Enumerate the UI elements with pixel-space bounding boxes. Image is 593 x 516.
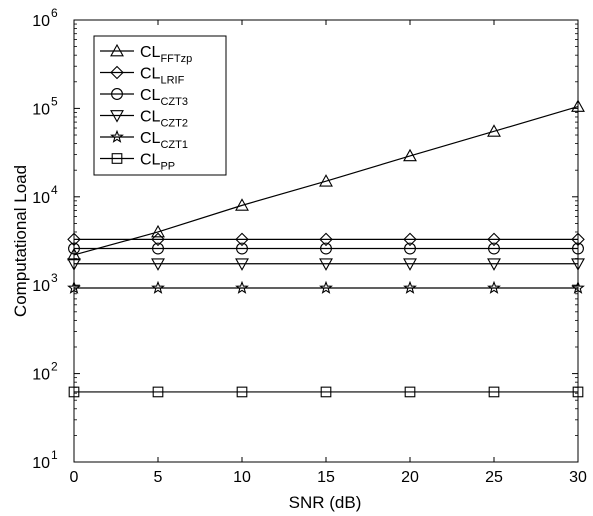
data-point: [320, 386, 332, 398]
legend-label-main: CL: [140, 87, 161, 104]
series-pp: [68, 386, 584, 398]
data-point: [151, 232, 165, 247]
data-point: [404, 386, 416, 398]
data-point: [152, 386, 164, 398]
series-line: [73, 105, 579, 256]
x-tick-label: 30: [569, 469, 587, 486]
y-tick-label: 10: [32, 367, 50, 384]
legend-marker: [110, 129, 124, 143]
legend-label-subscript: LRIF: [160, 75, 184, 87]
legend-label: CLCZT2: [140, 109, 188, 130]
y-tick-label: 10: [32, 13, 50, 30]
data-point: [151, 258, 165, 271]
legend-label-main: CL: [140, 109, 161, 126]
data-point: [487, 124, 501, 137]
legend-marker: [111, 88, 123, 100]
y-tick-label: 10: [32, 278, 50, 295]
legend-label: CLCZT1: [140, 130, 188, 151]
x-tick-label: 10: [233, 469, 251, 486]
x-tick-label: 5: [154, 469, 163, 486]
y-tick-exponent: 3: [51, 271, 58, 285]
legend-label-main: CL: [140, 130, 161, 147]
legend-marker: [110, 43, 124, 57]
plot-area: [67, 99, 585, 398]
data-point: [235, 198, 249, 211]
legend-label-subscript: PP: [160, 161, 175, 173]
data-point: [151, 224, 165, 238]
y-tick-exponent: 4: [51, 183, 58, 197]
data-point: [403, 232, 417, 247]
legend-entry-czt3: CLCZT3: [100, 87, 188, 108]
y-tick-label: 10: [32, 190, 50, 207]
y-tick-exponent: 6: [51, 6, 58, 20]
legend-label: CLPP: [140, 152, 175, 173]
x-tick-label: 25: [485, 469, 503, 486]
data-point: [488, 242, 500, 255]
legend-entry-lrif: CLLRIF: [100, 66, 185, 87]
data-point: [235, 280, 249, 294]
data-point: [235, 232, 249, 247]
legend-label: CLFFTzp: [140, 44, 192, 65]
data-point: [319, 232, 333, 247]
legend-label: CLLRIF: [140, 66, 185, 87]
legend-label: CLCZT3: [140, 87, 188, 108]
x-axis-label: SNR (dB): [289, 493, 362, 512]
series-czt2: [67, 258, 585, 271]
legend-label-subscript: CZT1: [160, 139, 188, 151]
legend-label-subscript: CZT3: [160, 96, 188, 108]
legend-entry-czt1: CLCZT1: [100, 129, 188, 151]
data-point: [151, 280, 165, 294]
data-point: [403, 258, 417, 271]
series-fftzp: [67, 99, 585, 261]
series-lrif: [67, 232, 585, 247]
x-tick-label: 0: [70, 469, 79, 486]
series-czt1: [67, 280, 585, 294]
data-point: [235, 258, 249, 271]
data-point: [319, 174, 333, 187]
data-point: [320, 242, 332, 255]
x-tick-label: 15: [317, 469, 335, 486]
data-point: [319, 280, 333, 294]
legend-label-subscript: FFTzp: [160, 53, 192, 65]
y-tick-label: 10: [32, 455, 50, 472]
legend-box: [93, 35, 227, 176]
data-point: [319, 258, 333, 271]
legend-entry-czt2: CLCZT2: [100, 109, 188, 130]
legend-marker: [111, 153, 123, 164]
legend-label-main: CL: [140, 44, 161, 61]
data-point: [403, 280, 417, 294]
data-point: [404, 242, 416, 255]
data-point: [236, 242, 248, 255]
legend-label-subscript: CZT2: [160, 118, 188, 130]
legend-marker: [110, 65, 124, 80]
data-point: [487, 280, 501, 294]
data-point: [487, 258, 501, 271]
y-tick-label: 10: [32, 101, 50, 118]
data-point: [152, 242, 164, 255]
legend-label-main: CL: [140, 152, 161, 169]
legend-label-main: CL: [140, 66, 161, 83]
y-tick-exponent: 2: [51, 360, 58, 374]
legend-entry-fftzp: CLFFTzp: [100, 43, 192, 65]
y-tick-exponent: 1: [51, 448, 58, 462]
y-tick-exponent: 5: [51, 94, 58, 108]
x-tick-label: 20: [401, 469, 419, 486]
data-point: [487, 232, 501, 247]
data-point: [403, 148, 417, 162]
legend-entry-pp: CLPP: [100, 152, 175, 173]
y-axis-label: Computational Load: [11, 165, 30, 317]
data-point: [236, 386, 248, 398]
data-point: [488, 386, 500, 398]
legend-marker: [110, 110, 124, 123]
